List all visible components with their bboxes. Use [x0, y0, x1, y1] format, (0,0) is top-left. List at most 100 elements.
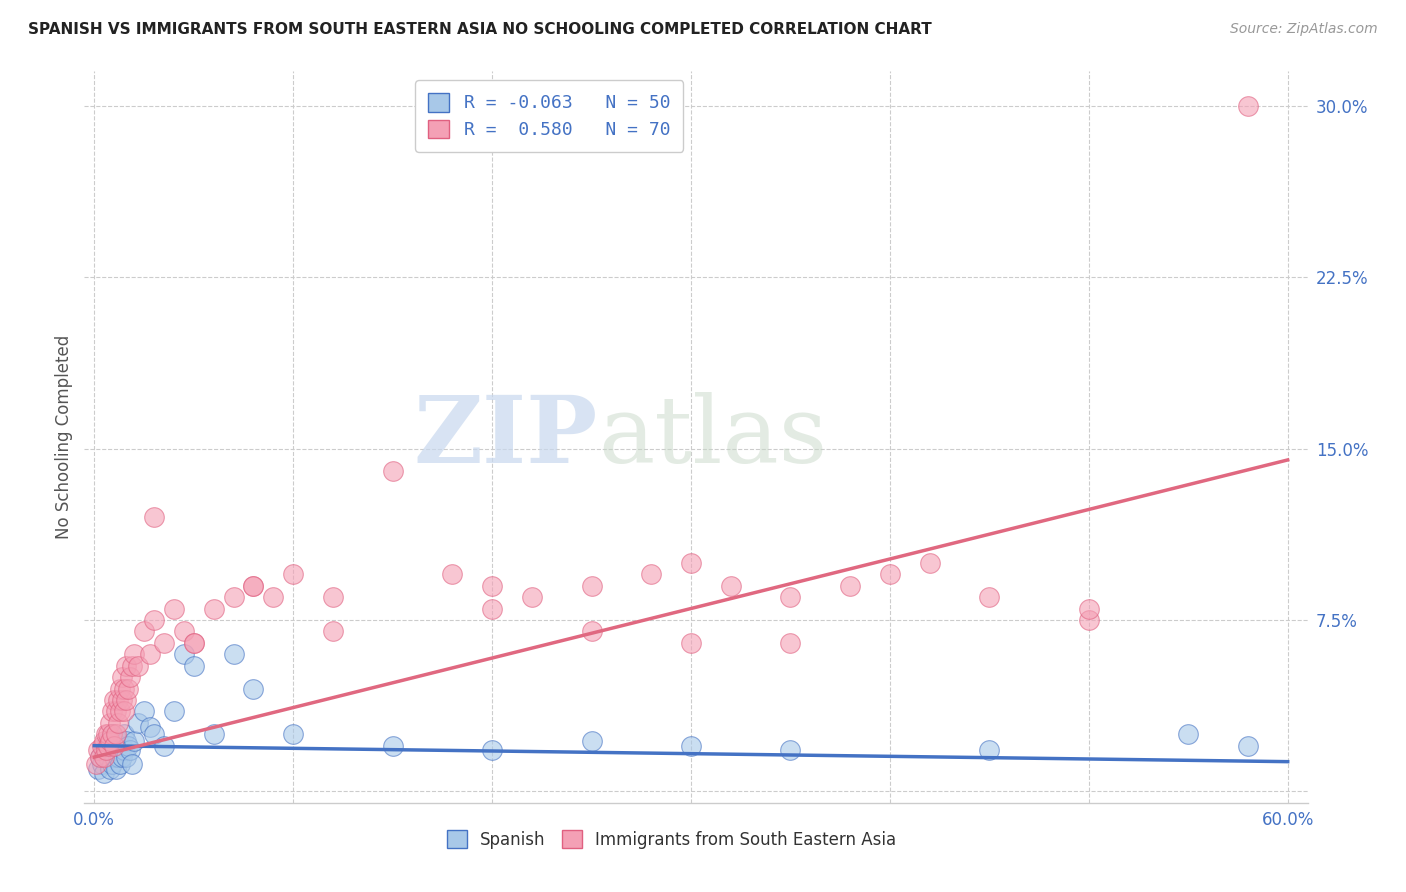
Point — [322, 590, 344, 604]
Point — [1237, 98, 1260, 112]
Point — [222, 590, 245, 604]
Point — [132, 624, 155, 639]
Point — [105, 762, 128, 776]
Point — [143, 613, 166, 627]
Point — [105, 705, 128, 719]
Point — [91, 756, 114, 771]
Text: Source: ZipAtlas.com: Source: ZipAtlas.com — [1230, 22, 1378, 37]
Legend: Spanish, Immigrants from South Eastern Asia: Spanish, Immigrants from South Eastern A… — [434, 819, 908, 860]
Point — [93, 734, 115, 748]
Point — [1237, 739, 1260, 753]
Point — [111, 750, 134, 764]
Point — [89, 750, 111, 764]
Point — [97, 727, 120, 741]
Point — [107, 734, 129, 748]
Point — [115, 693, 138, 707]
Point — [105, 743, 128, 757]
Point — [202, 601, 225, 615]
Point — [115, 734, 138, 748]
Point — [101, 727, 124, 741]
Point — [441, 567, 464, 582]
Point — [96, 743, 118, 757]
Point — [918, 556, 941, 570]
Point — [163, 705, 186, 719]
Text: ZIP: ZIP — [413, 392, 598, 482]
Text: atlas: atlas — [598, 392, 827, 482]
Point — [173, 624, 195, 639]
Point — [107, 750, 129, 764]
Point — [105, 727, 128, 741]
Point — [127, 715, 149, 730]
Point — [979, 743, 1001, 757]
Point — [581, 579, 603, 593]
Point — [112, 743, 135, 757]
Point — [111, 670, 134, 684]
Point — [98, 715, 121, 730]
Point — [108, 756, 131, 771]
Point — [101, 727, 124, 741]
Point — [202, 727, 225, 741]
Point — [879, 567, 901, 582]
Point — [720, 579, 742, 593]
Point — [107, 693, 129, 707]
Point — [121, 756, 143, 771]
Point — [481, 601, 503, 615]
Point — [381, 464, 404, 478]
Point — [581, 734, 603, 748]
Point — [122, 734, 145, 748]
Point — [173, 647, 195, 661]
Point — [93, 743, 115, 757]
Point — [93, 750, 115, 764]
Point — [283, 727, 305, 741]
Point — [679, 556, 702, 570]
Point — [98, 743, 121, 757]
Point — [242, 579, 264, 593]
Point — [108, 705, 131, 719]
Point — [143, 510, 166, 524]
Point — [97, 750, 120, 764]
Point — [979, 590, 1001, 604]
Point — [101, 705, 124, 719]
Point — [1177, 727, 1199, 741]
Point — [283, 567, 305, 582]
Point — [108, 681, 131, 696]
Point — [108, 743, 131, 757]
Point — [84, 756, 107, 771]
Point — [115, 658, 138, 673]
Point — [103, 693, 125, 707]
Point — [183, 636, 205, 650]
Point — [839, 579, 862, 593]
Point — [112, 705, 135, 719]
Point — [679, 636, 702, 650]
Point — [111, 739, 134, 753]
Point — [117, 739, 139, 753]
Point — [120, 670, 142, 684]
Point — [322, 624, 344, 639]
Point — [183, 658, 205, 673]
Point — [132, 705, 155, 719]
Point — [111, 693, 134, 707]
Point — [139, 720, 162, 734]
Point — [127, 658, 149, 673]
Point — [242, 579, 264, 593]
Point — [143, 727, 166, 741]
Point — [1077, 601, 1099, 615]
Text: SPANISH VS IMMIGRANTS FROM SOUTH EASTERN ASIA NO SCHOOLING COMPLETED CORRELATION: SPANISH VS IMMIGRANTS FROM SOUTH EASTERN… — [28, 22, 932, 37]
Point — [120, 743, 142, 757]
Point — [96, 727, 118, 741]
Point — [779, 590, 801, 604]
Point — [139, 647, 162, 661]
Point — [89, 750, 111, 764]
Point — [121, 658, 143, 673]
Point — [103, 739, 125, 753]
Point — [96, 739, 118, 753]
Point — [779, 743, 801, 757]
Point — [122, 647, 145, 661]
Point — [153, 636, 176, 650]
Point — [91, 739, 114, 753]
Point — [97, 739, 120, 753]
Point — [87, 762, 110, 776]
Point — [381, 739, 404, 753]
Point — [163, 601, 186, 615]
Point — [640, 567, 662, 582]
